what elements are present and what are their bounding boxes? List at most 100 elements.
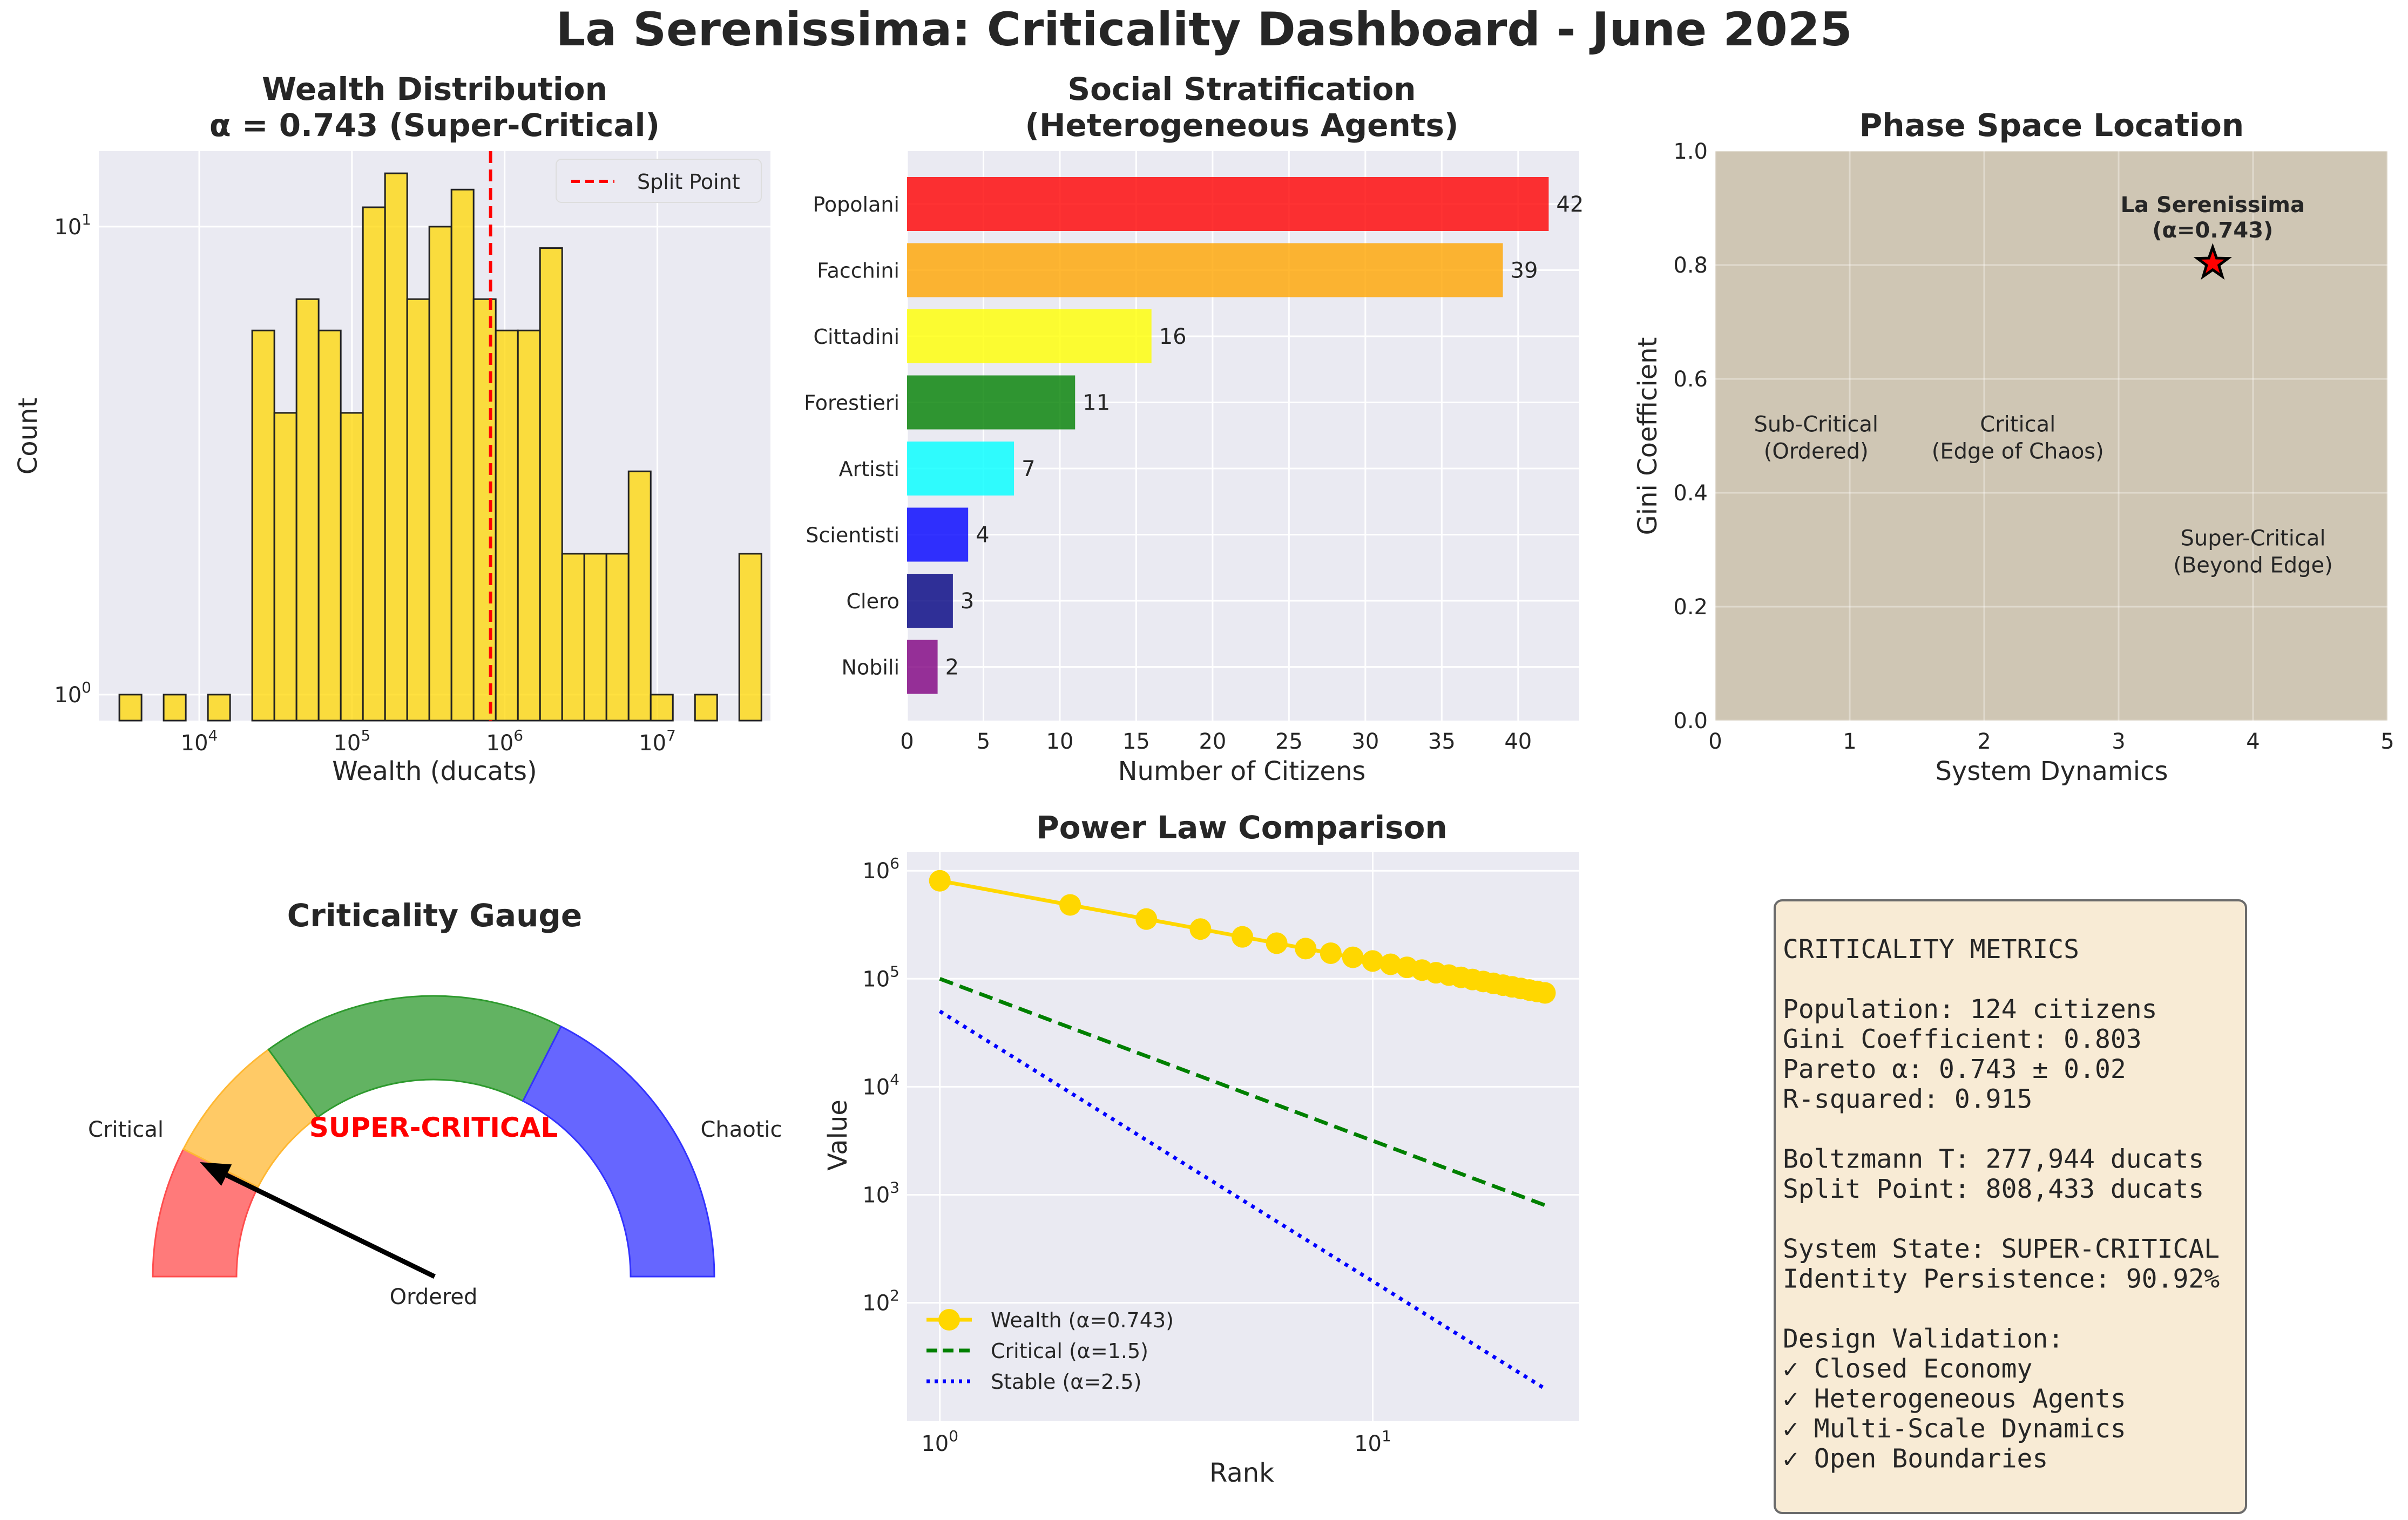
powerlaw-x-tick-label: 100 [921,1427,958,1456]
wealth-bar [627,470,652,722]
social-value-label: 11 [1083,391,1110,416]
powerlaw-x-tick-label: 101 [1354,1427,1391,1456]
wealth-y-tick-label-exp: 0 [82,678,91,696]
social-category-label: Scientisti [806,524,899,547]
wealth-bar [517,329,541,722]
powerlaw-y-tick-label-exp: 3 [890,1178,899,1196]
gauge-segment [522,1025,715,1278]
phase-region-label: Sub-Critical [1754,412,1878,437]
social-value-label: 42 [1556,192,1584,217]
social-value-label: 4 [976,523,989,548]
metrics-panel: CRITICALITY METRICS Population: 124 citiz… [1774,899,2247,1514]
powerlaw-wealth-point [1379,953,1402,975]
wealth-x-tick-label: 106 [486,727,523,756]
split-point-legend-text: Split Point [637,170,740,194]
phase-region-label: Critical [1980,412,2055,437]
social-x-tick-label: 25 [1275,729,1303,754]
powerlaw-y-tick-label: 106 [862,854,899,884]
powerlaw-x-tick-label-base: 10 [921,1431,949,1456]
powerlaw-y-tick-label-base: 10 [862,1291,890,1316]
powerlaw-title: Power Law Comparison [1036,809,1447,846]
gauge-right-label: Chaotic [700,1117,782,1142]
la-serenissima-star-marker [2193,243,2233,280]
phase-y-tick-label: 0.0 [1673,709,1708,734]
social-title-line1: Social Stratification [1067,71,1416,107]
wealth-bar [251,329,275,722]
social-bar [907,177,1549,231]
metrics-line: ✓ Heterogeneous Agents [1783,1384,2126,1414]
dashboard-title: La Serenissima: Criticality Dashboard - … [556,3,1852,57]
social-value-label: 39 [1511,259,1538,283]
metrics-line: Split Point: 808,433 ducats [1783,1174,2204,1204]
phase-x-tick-label: 2 [1977,729,1991,754]
social-x-tick-label: 10 [1046,729,1074,754]
phase-point-label: La Serenissima [2121,193,2305,218]
social-x-tick-label: 0 [900,729,914,754]
social-bar [907,640,938,694]
powerlaw-panel: Power Law Comparison 100 1011021031041051… [823,809,1579,1488]
social-category-label: Popolani [813,193,899,216]
phase-grid [1714,150,2389,722]
wealth-panel: Wealth Distribution α = 0.743 (Super-Cri… [13,71,770,786]
powerlaw-y-tick-label-exp: 6 [890,854,899,872]
wealth-x-tick-label-exp: 7 [666,727,676,744]
wealth-bar [340,412,364,722]
social-bars: 42Popolani39Facchini16Cittadini11Foresti… [804,177,1584,694]
powerlaw-y-tick-label-exp: 2 [890,1287,899,1305]
powerlaw-y-tick-label-base: 10 [862,1075,890,1100]
social-category-label: Forestieri [804,391,899,415]
powerlaw-wealth-point [1342,946,1364,968]
wealth-x-tick-label-base: 10 [181,731,208,756]
wealth-bar [738,553,762,722]
powerlaw-wealth-point [1534,982,1556,1004]
social-bar [907,442,1014,496]
powerlaw-y-tick-label-base: 10 [862,967,890,992]
powerlaw-wealth-point [1266,932,1288,954]
powerlaw-legend-label: Stable (α=2.5) [991,1370,1141,1394]
wealth-bar [163,694,187,722]
wealth-title-line2: α = 0.743 (Super-Critical) [209,107,660,144]
social-category-label: Facchini [817,259,899,283]
wealth-bar [207,694,231,722]
wealth-bar [561,553,585,722]
powerlaw-wealth-point [1059,894,1081,916]
phase-region-label: Super-Critical [2181,526,2326,551]
metrics-line: ✓ Open Boundaries [1783,1444,2048,1474]
powerlaw-y-tick-label: 105 [862,962,899,992]
metrics-line: Design Validation: [1783,1324,2064,1354]
phase-y-tick-label: 0.2 [1673,595,1708,620]
social-x-tick-label: 35 [1428,729,1456,754]
phase-point: La Serenissima(α=0.743) [2121,193,2305,280]
metrics-line: Identity Persistence: 90.92% [1783,1264,2220,1294]
powerlaw-legend-label: Wealth (α=0.743) [991,1308,1174,1332]
metrics-line: Population: 124 citizens [1783,994,2157,1024]
powerlaw-y-tick-label-base: 10 [862,859,890,884]
gauge-title: Criticality Gauge [287,897,583,934]
wealth-bar [406,298,430,722]
phase-x-tick-label: 5 [2380,729,2394,754]
social-x-tick-label: 15 [1122,729,1150,754]
phase-x-label: System Dynamics [1936,756,2168,786]
powerlaw-y-tick-label: 102 [862,1287,899,1316]
wealth-bars [118,172,762,722]
wealth-bar [273,412,297,722]
powerlaw-lines [929,870,1556,1390]
social-x-tick-label: 30 [1351,729,1379,754]
metrics-lines: CRITICALITY METRICS Population: 124 citiz… [1783,934,2220,1474]
wealth-x-tick-label-exp: 4 [208,727,218,744]
powerlaw-wealth-point [1232,926,1254,948]
wealth-x-tick-label-exp: 5 [361,727,370,744]
powerlaw-wealth-point [929,870,951,892]
wealth-bar [583,553,607,722]
powerlaw-x-tick-label-exp: 0 [949,1427,958,1445]
powerlaw-y-label: Value [823,1100,853,1171]
social-panel: Social Stratification (Heterogeneous Age… [804,71,1584,786]
powerlaw-y-tick-label-exp: 4 [890,1070,899,1088]
wealth-bar [384,172,408,722]
wealth-x-tick-label-base: 10 [333,731,361,756]
metrics-line: ✓ Closed Economy [1783,1354,2032,1384]
wealth-y-tick-label: 101 [54,211,91,240]
wealth-bar [694,694,718,722]
wealth-bar [539,247,563,722]
